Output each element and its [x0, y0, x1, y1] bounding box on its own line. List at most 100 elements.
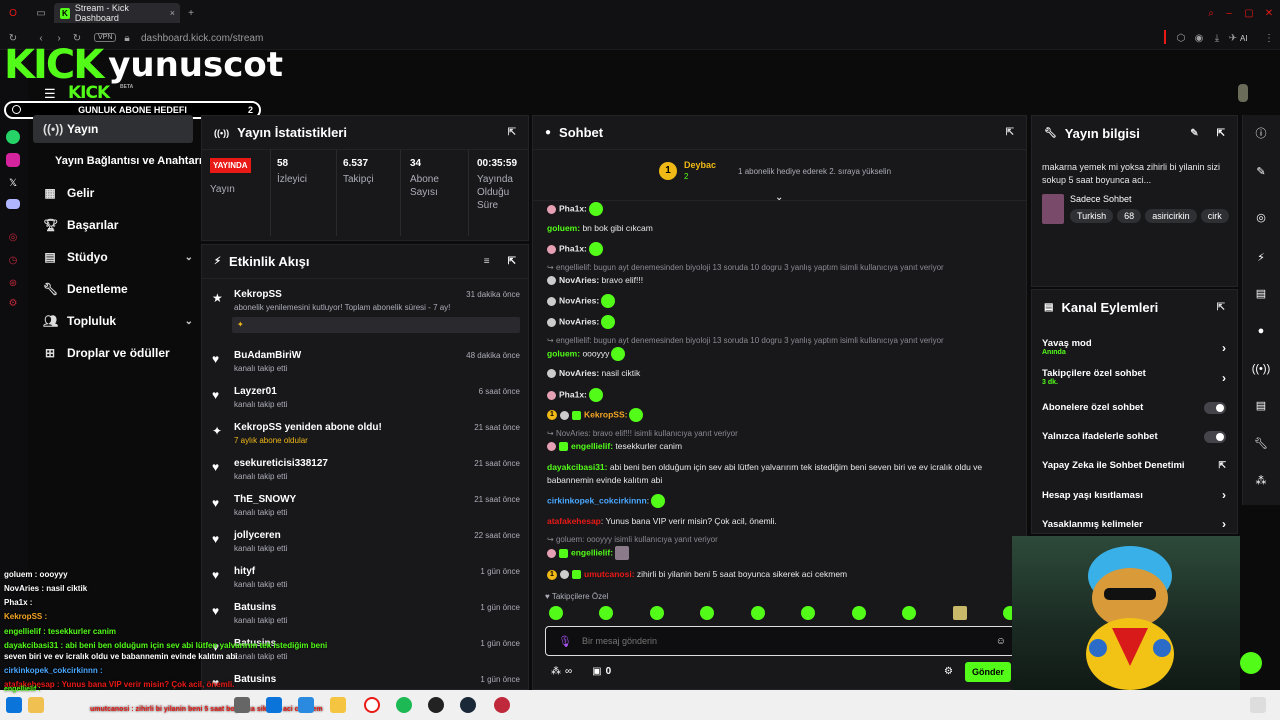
lightning-icon[interactable]: ⚡︎ [1257, 251, 1265, 264]
feed-event[interactable]: ★ KekropSS abonelik yenilemesini kutluyo… [212, 287, 520, 333]
notes-icon[interactable]: ▤ [1255, 287, 1267, 300]
support-chat-icon[interactable] [1240, 652, 1262, 674]
emote-icon[interactable] [801, 606, 816, 620]
obs-icon[interactable] [428, 697, 444, 713]
sidebar-item-studyo[interactable]: ▤ Stüdyo ⌄ [33, 243, 193, 271]
chat-username[interactable]: goluem: [547, 348, 581, 359]
feed-event[interactable]: ♥ BuAdamBiriW kanalı takip etti 48 dakik… [212, 348, 520, 382]
feed-event[interactable]: ♥ Batusins 1 gün önce [212, 672, 520, 689]
emote-icon[interactable] [649, 606, 664, 620]
weather-icon[interactable] [28, 697, 44, 713]
emoji-icon[interactable]: ☺ [995, 635, 1006, 647]
close-window-icon[interactable]: ✕ [1264, 7, 1274, 19]
menu-icon[interactable]: ⋮ [1264, 32, 1274, 44]
community-icon[interactable]: ⁂ [1255, 474, 1267, 487]
feed-event[interactable]: ♥ ThE_SNOWY kanalı takip etti 21 saat ön… [212, 492, 520, 526]
maximize-icon[interactable]: ▢ [1244, 7, 1254, 19]
history-icon[interactable]: ◷ [8, 254, 18, 266]
chat-username[interactable]: cirkinkopek_cokcirkinnn [547, 495, 647, 506]
edit-icon[interactable]: ✎ [1256, 165, 1266, 178]
chat-username[interactable]: dayakcibasi31: [547, 462, 608, 472]
action-followers-only[interactable]: Takipçilere özel sohbet 3 dk. › [1042, 368, 1226, 392]
sidebar-item-droplar[interactable]: ⊞ Droplar ve ödüller [33, 339, 193, 367]
new-tab-icon[interactable]: + [188, 7, 194, 19]
instagram-icon[interactable] [6, 153, 20, 167]
emote-icon[interactable] [952, 606, 967, 620]
ai-button[interactable]: AI [1240, 34, 1248, 43]
feed-event[interactable]: ♥ Batusins kanalı takip etti 1 gün önce [212, 600, 520, 634]
settings-icon[interactable]: ⚙ [8, 297, 18, 309]
tab-stream[interactable]: K Stream - Kick Dashboard × [54, 3, 180, 23]
steam-icon[interactable] [460, 697, 476, 713]
feed-event[interactable]: ✦ KekropSS yeniden abone oldu! 7 aylık a… [212, 420, 520, 454]
notification-icon[interactable] [1250, 697, 1266, 713]
feed-event[interactable]: ♥ jollyceren kanalı takip etti 22 saat ö… [212, 528, 520, 562]
emote-icon[interactable] [851, 606, 866, 620]
chat-input-box[interactable]: 🎙︎ ☺ [545, 626, 1015, 656]
chat-settings-icon[interactable]: ⚙ [944, 666, 953, 677]
feed-event[interactable]: ♥ Batusins kanalı takip etti 1 gün önce [212, 636, 520, 670]
feed-event[interactable]: ♥ esekureticisi338127 kanalı takip etti … [212, 456, 520, 490]
chat-username[interactable]: Pha1x: [559, 389, 587, 400]
hamburger-menu-icon[interactable]: ☰ [44, 86, 56, 101]
action-ai-moderation[interactable]: Yapay Zeka ile Sohbet Denetimi ⇱ [1042, 460, 1226, 474]
vpn-badge[interactable]: VPN [94, 33, 117, 42]
task-view-icon[interactable] [234, 697, 250, 713]
profile-icon[interactable]: ◉ [1194, 32, 1204, 44]
minimize-icon[interactable]: – [1226, 7, 1232, 19]
emote-icon[interactable] [549, 606, 563, 620]
store-icon[interactable]: ▣ [592, 666, 602, 677]
chat-username[interactable]: NovAries: [559, 316, 600, 327]
sidebar-item-topluluk[interactable]: 👥︎ Topluluk ⌄ [33, 307, 193, 335]
emote-icon[interactable] [700, 606, 715, 620]
opera-icon[interactable] [364, 697, 380, 713]
kick-logo-small[interactable]: KICK [68, 83, 110, 103]
popout-icon[interactable]: ⇱ [507, 127, 516, 138]
action-account-age[interactable]: Hesap yaşı kısıtlaması › [1042, 488, 1226, 504]
store-icon[interactable] [266, 697, 282, 713]
back-icon[interactable]: ‹ [39, 32, 43, 44]
chat-username[interactable]: engellielif: [571, 547, 614, 558]
chat-username[interactable]: NovAries: [559, 295, 600, 306]
sidebar-item-basarilar[interactable]: 🏆︎ Başarılar [33, 211, 193, 239]
chat-input[interactable] [581, 636, 986, 646]
reload-side-icon[interactable]: ↻ [8, 32, 18, 44]
aria-icon[interactable]: ✈ [1228, 32, 1238, 44]
pinboard-icon[interactable]: ⊛ [8, 277, 18, 289]
sidebar-item-stream-key[interactable]: Yayın Bağlantısı ve Anahtarı [33, 147, 203, 175]
emote-only-toggle[interactable] [1204, 431, 1226, 443]
emote-icon[interactable] [902, 606, 917, 620]
edit-icon[interactable]: ✎ [1190, 127, 1199, 139]
tag[interactable]: asiricirkin [1145, 209, 1197, 223]
info-icon[interactable]: ⓘ [1255, 128, 1267, 140]
chat-username[interactable]: Pha1x: [559, 243, 587, 254]
camera-icon[interactable]: ◎ [1256, 211, 1266, 224]
action-slow-mode[interactable]: Yavaş mod Anında › [1042, 338, 1226, 362]
emote-icon[interactable] [750, 606, 765, 620]
gift-leaderboard[interactable]: 1 Deybac 2 1 abonelik hediye ederek 2. s… [659, 160, 891, 182]
tag[interactable]: 68 [1117, 209, 1142, 223]
close-tab-icon[interactable]: × [169, 8, 175, 18]
send-button[interactable]: Gönder [965, 662, 1011, 682]
discord-icon[interactable] [6, 199, 20, 209]
actions-icon[interactable]: ▤ [1255, 399, 1267, 412]
app-icon[interactable] [494, 697, 510, 713]
url-field[interactable]: dashboard.kick.com/stream [141, 33, 264, 44]
chat-icon[interactable]: ● [1257, 325, 1265, 337]
emote-icon[interactable] [599, 606, 614, 620]
opera-logo-icon[interactable]: O [9, 7, 17, 19]
start-icon[interactable] [6, 697, 22, 713]
tag[interactable]: Turkish [1070, 209, 1114, 223]
feed-event[interactable]: ♥ hityf kanalı takip etti 1 gün önce [212, 564, 520, 598]
search-icon[interactable]: ⌕ [1208, 7, 1214, 19]
chat-username[interactable]: umutcanosi: [584, 569, 635, 579]
category-thumbnail[interactable] [1042, 194, 1064, 224]
avatar[interactable] [1238, 84, 1248, 102]
tab-overview-icon[interactable]: ▭ [36, 7, 46, 19]
feed-event[interactable]: ♥ Layzer01 kanalı takip etti 6 saat önce [212, 384, 520, 418]
tag[interactable]: cirk [1200, 209, 1229, 223]
chat-username[interactable]: goluem: [547, 223, 581, 233]
wrench-icon[interactable]: 🔧︎ [1254, 437, 1268, 450]
download-icon[interactable]: ⤓ [1214, 32, 1220, 44]
chat-username[interactable]: engellielif: [571, 441, 614, 451]
